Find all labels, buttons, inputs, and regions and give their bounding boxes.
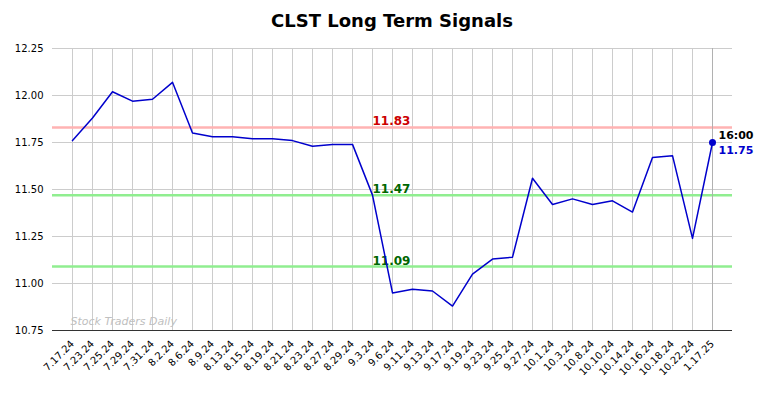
svg-text:11.75: 11.75 — [719, 144, 754, 157]
svg-text:7.31.24: 7.31.24 — [121, 338, 157, 373]
svg-text:7.23.24: 7.23.24 — [61, 338, 97, 373]
svg-text:9.6.24: 9.6.24 — [365, 338, 397, 369]
svg-text:10.16.24: 10.16.24 — [616, 338, 657, 378]
svg-text:10.10.24: 10.10.24 — [576, 338, 617, 378]
svg-text:9.17.24: 9.17.24 — [421, 338, 457, 373]
svg-text:Stock Traders Daily: Stock Traders Daily — [71, 315, 178, 328]
svg-text:9.23.24: 9.23.24 — [461, 338, 497, 373]
svg-text:8.2.24: 8.2.24 — [145, 338, 177, 369]
svg-text:8.19.24: 8.19.24 — [241, 338, 277, 373]
svg-text:10.8.24: 10.8.24 — [561, 338, 597, 373]
svg-text:10.22.24: 10.22.24 — [656, 338, 697, 378]
svg-text:12.00: 12.00 — [15, 90, 44, 101]
svg-text:12.25: 12.25 — [15, 43, 44, 54]
svg-text:7.25.24: 7.25.24 — [81, 338, 117, 373]
svg-text:11.50: 11.50 — [15, 184, 44, 195]
svg-text:7.29.24: 7.29.24 — [101, 338, 137, 373]
svg-text:10.18.24: 10.18.24 — [636, 338, 677, 378]
svg-text:10.3.24: 10.3.24 — [541, 338, 577, 373]
svg-text:8.15.24: 8.15.24 — [221, 338, 257, 373]
svg-text:10.75: 10.75 — [15, 325, 44, 336]
html-text:CLST Long Term Signals: CLST Long Term Signals — [271, 10, 513, 31]
svg-text:8.21.24: 8.21.24 — [261, 338, 297, 373]
svg-text:7.17.24: 7.17.24 — [41, 338, 77, 373]
svg-text:11.09: 11.09 — [373, 254, 411, 268]
svg-text:11.47: 11.47 — [373, 182, 411, 196]
svg-text:9.11.24: 9.11.24 — [381, 338, 417, 373]
svg-text:9.19.24: 9.19.24 — [441, 338, 477, 373]
svg-text:8.23.24: 8.23.24 — [281, 338, 317, 373]
svg-text:8.13.24: 8.13.24 — [201, 338, 237, 373]
svg-text:9.25.24: 9.25.24 — [481, 338, 517, 373]
svg-text:8.9.24: 8.9.24 — [185, 338, 217, 369]
svg-text:11.00: 11.00 — [15, 278, 44, 289]
svg-text:8.6.24: 8.6.24 — [165, 338, 197, 369]
svg-text:9.27.24: 9.27.24 — [501, 338, 537, 373]
svg-text:11.25: 11.25 — [15, 231, 44, 242]
svg-text:11.83: 11.83 — [373, 114, 411, 128]
svg-text:16:00: 16:00 — [719, 129, 754, 142]
svg-text:8.29.24: 8.29.24 — [321, 338, 357, 373]
svg-text:11.75: 11.75 — [15, 137, 44, 148]
svg-text:9.13.24: 9.13.24 — [401, 338, 437, 373]
svg-text:1.17.25: 1.17.25 — [681, 338, 716, 373]
svg-text:8.27.24: 8.27.24 — [301, 338, 337, 373]
svg-text:9.3.24: 9.3.24 — [345, 338, 377, 369]
svg-text:10.1.24: 10.1.24 — [521, 338, 557, 373]
svg-text:10.14.24: 10.14.24 — [596, 338, 637, 378]
